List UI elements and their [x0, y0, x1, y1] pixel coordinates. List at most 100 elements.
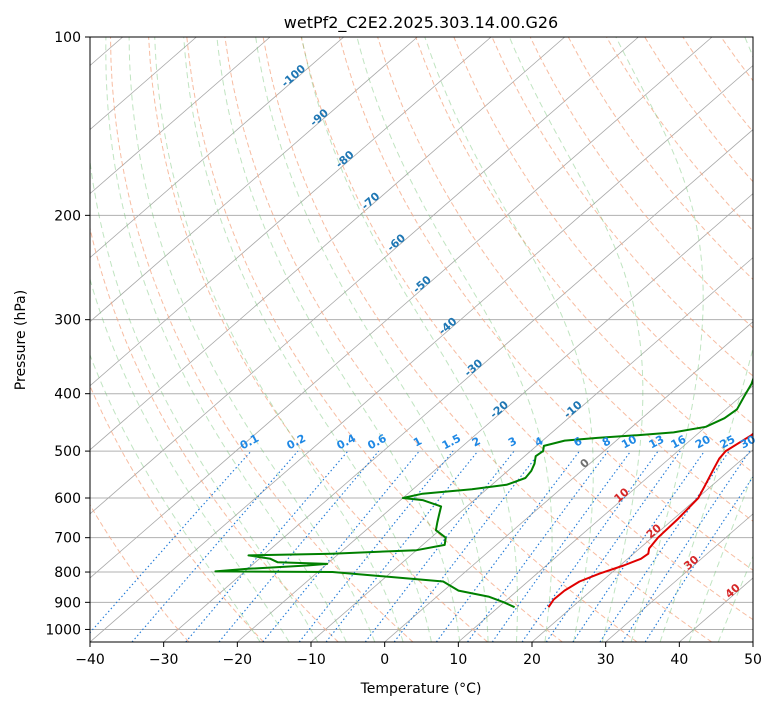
mixing-ratio-line — [185, 450, 349, 642]
isotherm — [237, 193, 753, 642]
isotherm — [90, 37, 639, 515]
mixing-ratio-line — [298, 450, 454, 642]
dry-adiabat — [90, 384, 264, 642]
mixing-ratio-label: 0.1 — [238, 432, 261, 453]
mixing-ratio-line — [218, 450, 380, 642]
mixing-ratio-line — [467, 450, 609, 642]
dry-adiabat — [453, 37, 753, 425]
moist-adiabat — [216, 37, 461, 642]
dry-adiabat — [186, 37, 563, 642]
isotherm — [605, 513, 753, 642]
mixing-ratio-line — [393, 450, 542, 642]
dry-adiabat — [90, 226, 339, 642]
y-tick-label: 1000 — [45, 622, 81, 638]
isotherm — [90, 37, 345, 259]
mixing-ratio-line — [621, 450, 751, 642]
chart-title: wetPf2_C2E2.2025.303.14.00.G26 — [284, 13, 558, 33]
x-tick-label: −40 — [75, 652, 105, 668]
mixing-ratio-label: 10 — [619, 433, 639, 452]
mixing-ratio-line — [545, 450, 681, 642]
isotherm-label: -90 — [307, 106, 331, 129]
isotherm — [90, 64, 753, 642]
mixing-ratio-label: 13 — [647, 433, 667, 452]
isotherm-label: 10 — [612, 485, 632, 505]
isotherm-label: -70 — [359, 190, 383, 213]
isotherm-label: 40 — [723, 581, 743, 601]
dry-adiabat — [529, 37, 753, 329]
mixing-ratio-label: 20 — [693, 433, 713, 452]
isotherm — [90, 37, 492, 387]
mixing-ratio-line — [90, 450, 252, 634]
dry-adiabat — [720, 37, 753, 82]
mixing-ratio-label: 3 — [506, 434, 519, 449]
moist-adiabat — [154, 37, 404, 642]
isotherm — [90, 37, 271, 195]
y-tick-label: 500 — [54, 444, 81, 460]
x-tick-label: 20 — [523, 652, 541, 668]
isotherm — [752, 641, 753, 642]
series-lines — [214, 376, 753, 609]
x-tick-label: −30 — [149, 652, 179, 668]
y-tick-label: 400 — [54, 387, 81, 403]
y-axis: 100 200 300 400 500 600 700 800 900 1000 — [45, 30, 90, 638]
mixing-ratio-line — [435, 450, 580, 642]
x-tick-label: −10 — [296, 652, 326, 668]
x-tick-label: −20 — [223, 652, 253, 668]
plot-frame — [89, 36, 754, 643]
dry-adiabat — [262, 37, 712, 642]
mixing-ratio-line — [262, 450, 420, 642]
moist-adiabat — [424, 37, 594, 642]
isotherm-label: -100 — [279, 62, 309, 90]
moist-adiabat — [717, 555, 753, 642]
x-tick-label: 40 — [670, 652, 688, 668]
x-tick-label: 30 — [597, 652, 615, 668]
dry-adiabat — [682, 37, 753, 133]
isotherm-label: -60 — [385, 231, 409, 254]
isotherm-label: -20 — [487, 398, 511, 421]
isotherm — [384, 321, 753, 642]
background-lines — [90, 37, 775, 642]
mixing-ratio-line — [521, 450, 659, 642]
dry-adiabat — [224, 37, 638, 642]
moist-adiabat — [688, 471, 753, 642]
y-tick-label: 200 — [54, 208, 81, 224]
isotherm — [531, 449, 753, 642]
dry-adiabat — [377, 37, 753, 522]
mixing-ratio-line — [491, 450, 632, 642]
moist-adiabat — [90, 157, 319, 642]
dry-adiabat — [338, 37, 753, 571]
x-axis: −40 −30 −20 −10 0 10 20 30 40 50 — [75, 642, 762, 668]
mixing-ratio-line — [644, 475, 753, 642]
isotherm-label: 30 — [681, 553, 701, 573]
y-tick-label: 700 — [54, 531, 81, 547]
moist-adiabat — [105, 37, 347, 642]
y-tick-label: 300 — [54, 313, 81, 329]
mixing-ratio-label: 0.4 — [335, 432, 359, 453]
mixing-ratio-label: 6 — [571, 434, 584, 449]
isotherm — [90, 37, 566, 451]
moist-adiabat — [90, 277, 290, 642]
dry-adiabat — [759, 37, 775, 642]
dry-adiabat — [148, 37, 488, 642]
mixing-ratio-line — [572, 450, 705, 642]
dry-adiabat — [567, 37, 753, 281]
isotherm — [163, 129, 753, 642]
dry-adiabat — [300, 37, 753, 621]
moist-adiabat — [659, 37, 753, 642]
isotherm-label: -50 — [410, 273, 434, 296]
moist-adiabat — [255, 37, 489, 642]
y-tick-label: 800 — [54, 565, 81, 581]
x-tick-label: 0 — [380, 652, 389, 668]
moist-adiabat — [301, 37, 518, 642]
x-tick-label: 50 — [744, 652, 762, 668]
y-tick-label: 100 — [54, 30, 81, 46]
mixing-ratio-line — [325, 450, 479, 642]
dry-adiabat — [415, 37, 753, 474]
temperature-line — [547, 432, 753, 608]
isotherm — [458, 385, 753, 642]
x-axis-label: Temperature (°C) — [360, 681, 482, 697]
mixing-ratio-label: 1 — [411, 434, 424, 449]
dewpoint-line — [214, 376, 753, 609]
isotherm-label: -10 — [561, 398, 585, 421]
